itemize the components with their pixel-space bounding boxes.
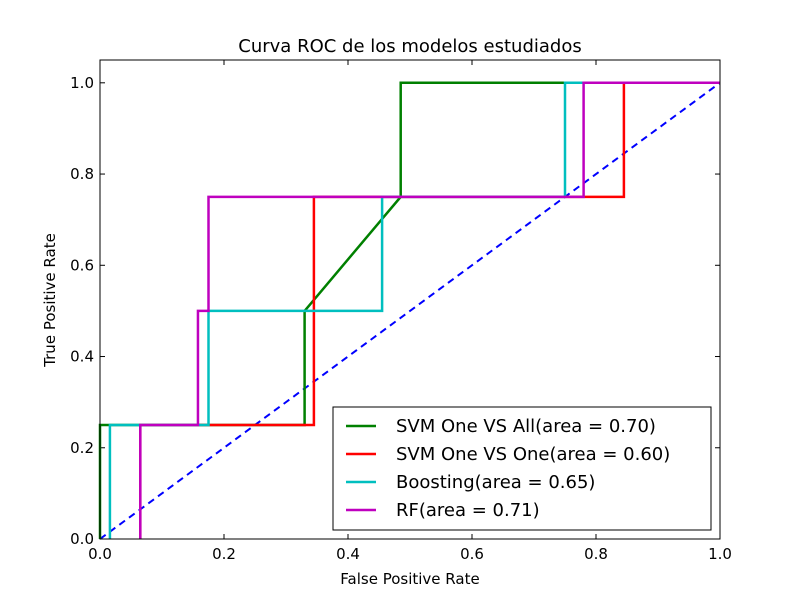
y-axis-label: True Positive Rate <box>41 233 59 368</box>
roc-series-line-1 <box>98 81 720 539</box>
plot-frame <box>99 59 721 540</box>
x-tick-label: 0.8 <box>584 545 608 563</box>
x-tick-label: 0.4 <box>336 545 360 563</box>
y-tick-label: 0.6 <box>70 256 94 274</box>
series-layer <box>98 81 721 540</box>
chart-title: Curva ROC de los modelos estudiados <box>238 36 581 57</box>
y-tick-label: 0.0 <box>70 530 94 548</box>
reference-diagonal-line <box>99 82 721 540</box>
legend-label: SVM One VS One(area = 0.60) <box>396 444 670 465</box>
y-tick-label: 0.4 <box>70 348 94 366</box>
x-tick-label: 0.2 <box>212 545 236 563</box>
legend-box <box>332 406 712 531</box>
roc-series-line-4 <box>139 81 720 539</box>
x-tick-label: 1.0 <box>708 545 732 563</box>
y-tick-label: 0.2 <box>70 439 94 457</box>
legend: SVM One VS All(area = 0.70) SVM One VS On… <box>332 406 712 531</box>
ticks-layer: 0.0 0.2 0.4 0.6 0.8 1.0 0.0 0.2 0.4 0.6 0.8 1.0 <box>70 60 732 563</box>
y-tick-label: 1.0 <box>70 74 94 92</box>
x-tick-label: 0.0 <box>88 545 112 563</box>
legend-label: Boosting(area = 0.65) <box>396 472 595 493</box>
legend-label: SVM One VS All(area = 0.70) <box>396 416 656 437</box>
x-tick-label: 0.6 <box>460 545 484 563</box>
legend-label: RF(area = 0.71) <box>396 500 540 521</box>
y-tick-label: 0.8 <box>70 165 94 183</box>
x-axis-label: False Positive Rate <box>340 570 479 588</box>
